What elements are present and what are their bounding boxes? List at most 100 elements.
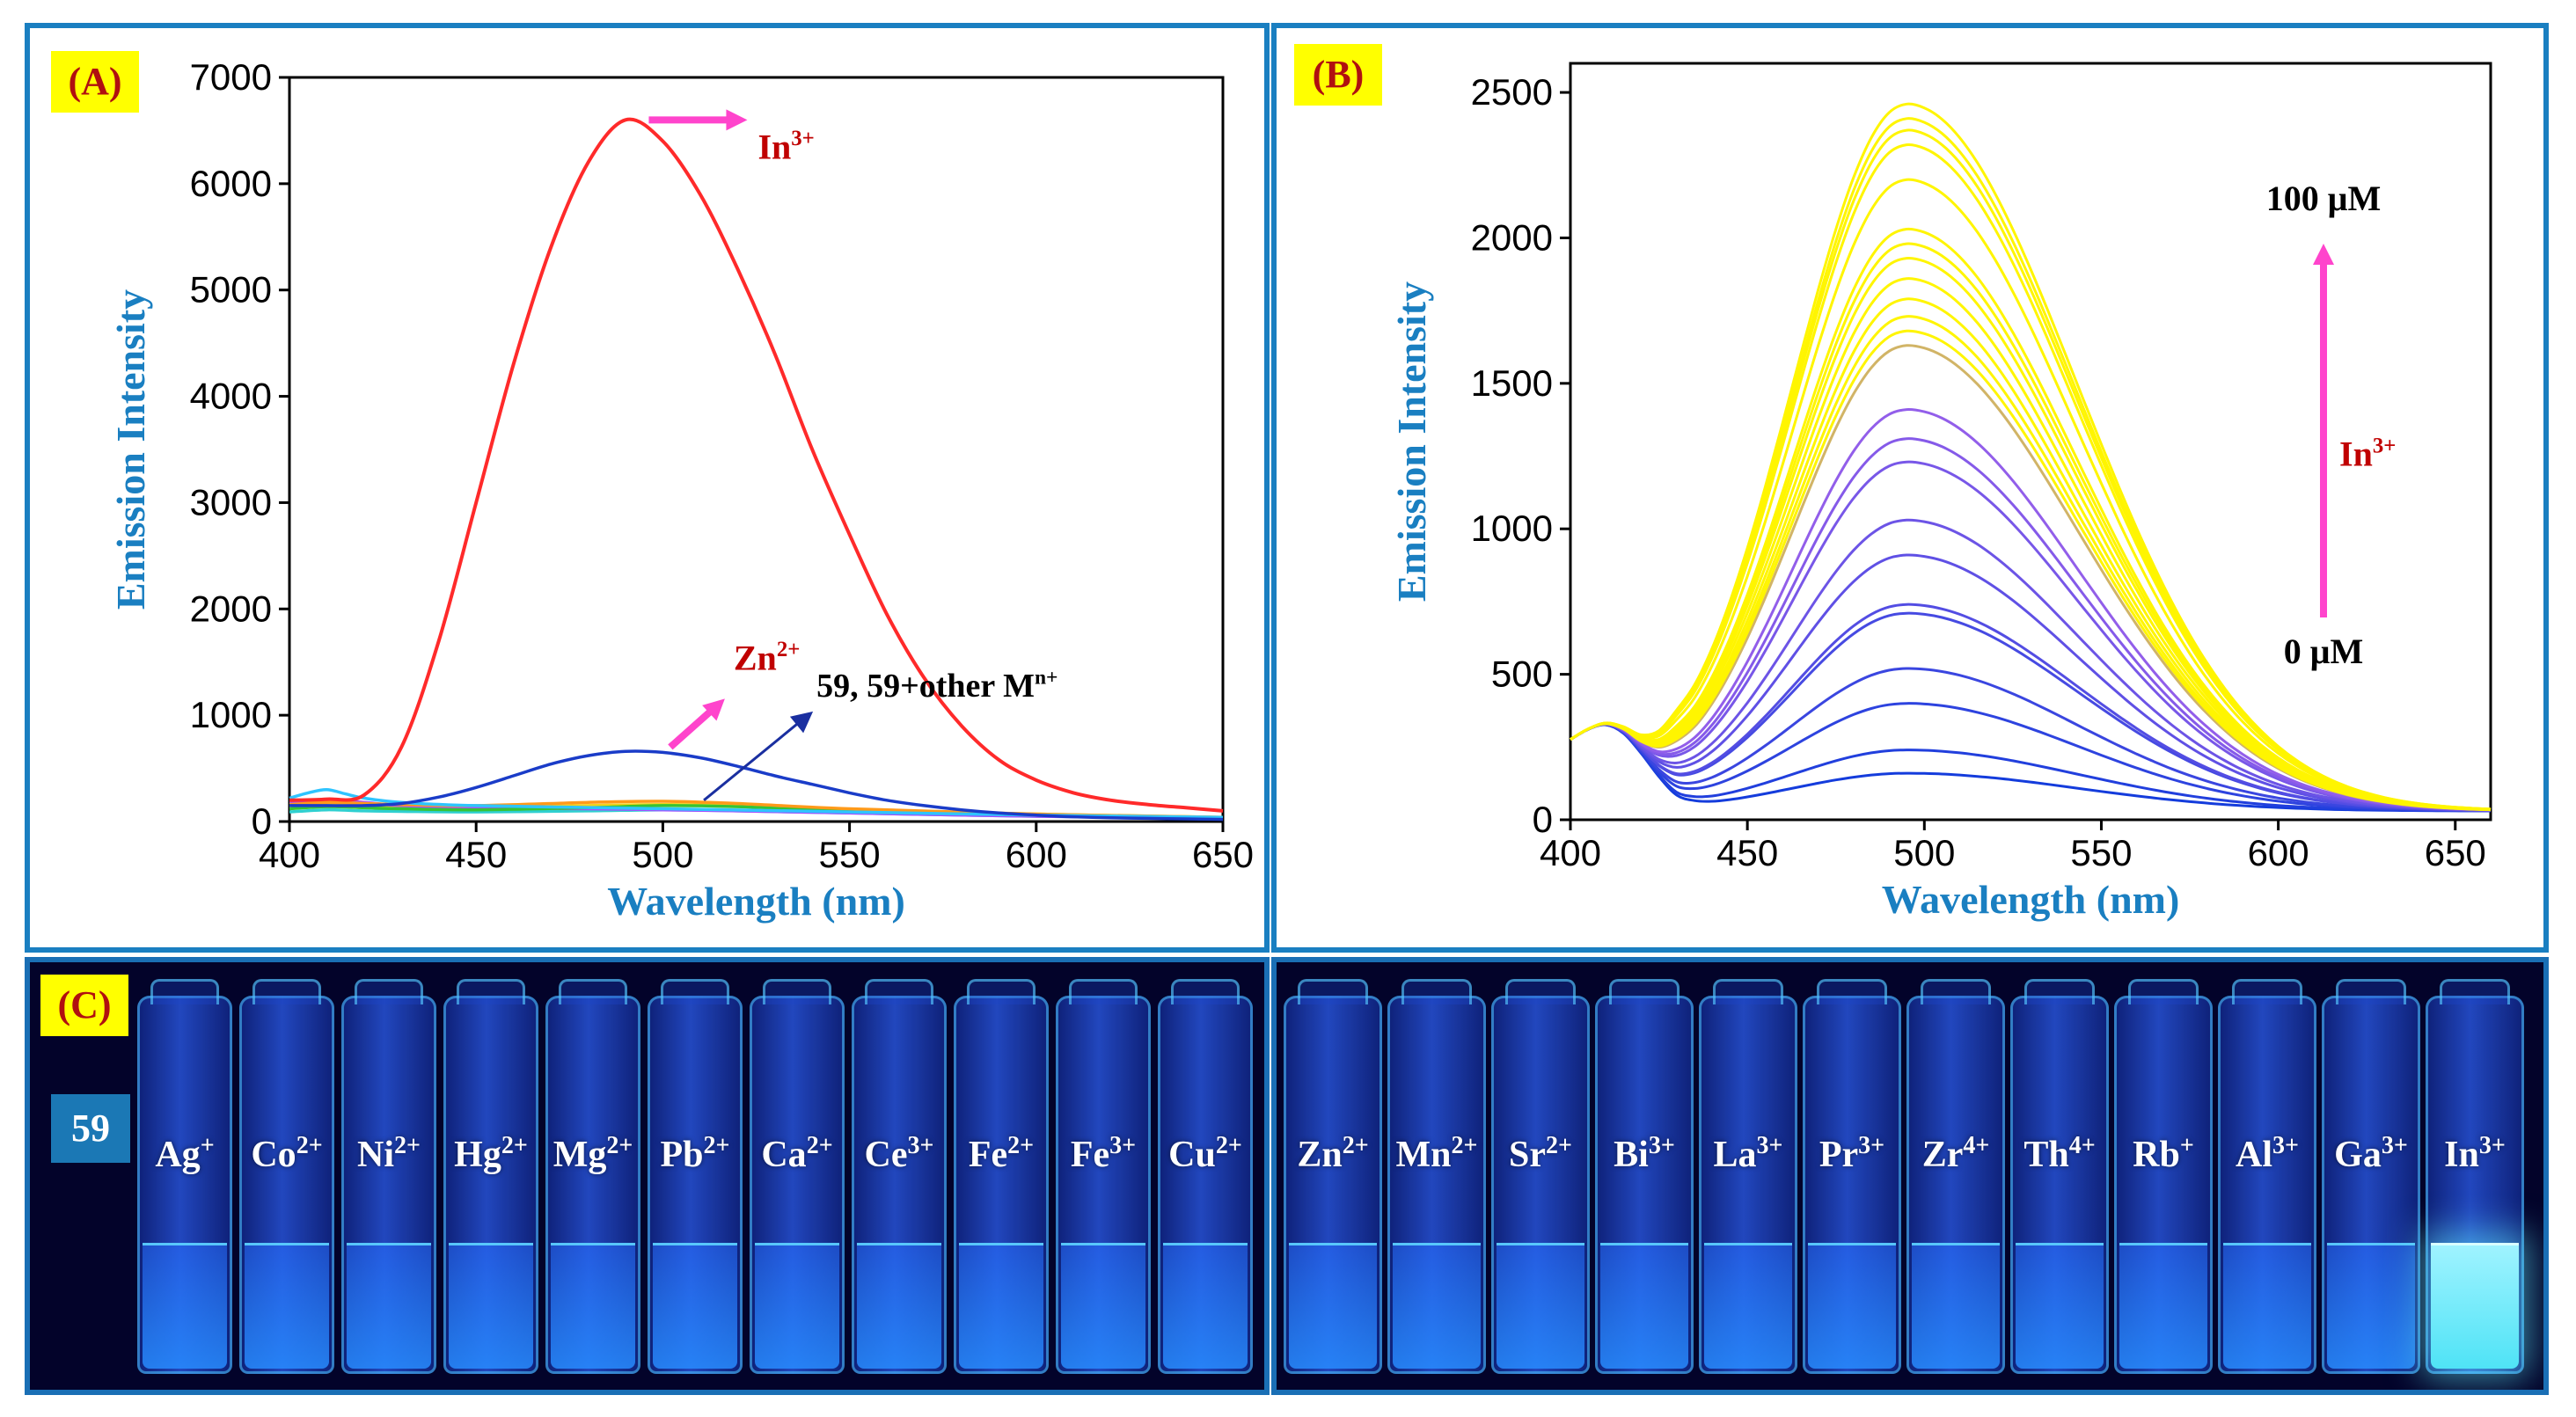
ion-symbol: La xyxy=(1713,1135,1757,1175)
x-tick-label: 600 xyxy=(1006,834,1067,875)
series-line xyxy=(289,117,1224,813)
vial-cap xyxy=(2127,979,2199,1004)
ion-charge: 2+ xyxy=(1546,1132,1572,1159)
ion-symbol: Sr xyxy=(1509,1135,1547,1175)
vial-cap xyxy=(1504,979,1577,1004)
ion-symbol: Bi xyxy=(1614,1135,1649,1175)
ion-annotation: In3+ xyxy=(2339,434,2396,473)
top-concentration-label: 100 μM xyxy=(2266,179,2381,218)
ion-charge: 3+ xyxy=(1858,1132,1885,1159)
vial: Mg2+ xyxy=(545,979,640,1374)
ion-charge: 3+ xyxy=(907,1132,934,1159)
y-tick-label: 0 xyxy=(252,800,272,842)
vial: Zn2+ xyxy=(1284,979,1382,1374)
vial-ion-label: La3+ xyxy=(1701,1132,1795,1176)
concentration-arrowhead xyxy=(2313,244,2334,265)
ion-charge: 3+ xyxy=(2381,1132,2408,1159)
ion-symbol: Rb xyxy=(2133,1135,2180,1175)
vial-cap xyxy=(1920,979,1992,1004)
vial-solution xyxy=(857,1243,941,1369)
vial-solution xyxy=(449,1243,533,1369)
vial-ion-label: Co2+ xyxy=(242,1132,332,1176)
ion-charge: 2+ xyxy=(606,1132,633,1159)
ion-symbol: Ni xyxy=(357,1135,395,1175)
vial-cap xyxy=(2439,979,2511,1004)
titration-curve xyxy=(1570,667,2492,813)
chart-a: 400 450 500 550 600 650 0 1000 2000 3000 4000 5000 6… xyxy=(108,56,1254,924)
vial-ion-label: Ga3+ xyxy=(2324,1132,2418,1176)
vial-cap xyxy=(1401,979,1473,1004)
ion-charge: 2+ xyxy=(501,1132,528,1159)
ion-symbol: Pb xyxy=(660,1135,704,1175)
vial-cap xyxy=(967,979,1036,1004)
vial-cap xyxy=(355,979,423,1004)
titration-curve xyxy=(1570,178,2492,811)
ion-symbol: Al xyxy=(2236,1135,2273,1175)
titration-curve xyxy=(1570,603,2492,812)
x-tick-label: 550 xyxy=(2070,832,2132,873)
ion-charge: + xyxy=(200,1132,215,1159)
vial-solution xyxy=(2016,1243,2104,1369)
ion-symbol: Zn xyxy=(1297,1135,1343,1175)
y-tick-label: 1000 xyxy=(190,694,272,735)
vial-ion-label: Th4+ xyxy=(2013,1132,2106,1176)
zn-arrowhead xyxy=(702,698,725,721)
x-tick-label: 500 xyxy=(1893,832,1955,873)
ion-charge: 2+ xyxy=(1451,1132,1478,1159)
vial-ion-label: Ca2+ xyxy=(752,1132,842,1176)
ion-charge: 3+ xyxy=(2478,1132,2506,1159)
vial-cap xyxy=(2023,979,2096,1004)
y-tick-label: 2000 xyxy=(1471,216,1553,258)
chart-panel-b: (B) 400 450 500 550 600 650 0 500 1000 1500 2000 25… xyxy=(1271,23,2549,953)
vial-solution xyxy=(755,1243,839,1369)
vial-cap xyxy=(457,979,525,1004)
other-annotation: 59, 59+other Mn+ xyxy=(816,666,1057,704)
vial-cap xyxy=(1712,979,1784,1004)
panel-label-a: (A) xyxy=(51,51,139,113)
vial-solution xyxy=(1393,1243,1481,1369)
ion-charge: 2+ xyxy=(1342,1132,1369,1159)
vial: Zr4+ xyxy=(1906,979,2005,1374)
vial: Fe3+ xyxy=(1056,979,1151,1374)
vial: Cu2+ xyxy=(1158,979,1253,1374)
ion-charge: 3+ xyxy=(1648,1132,1675,1159)
ion-charge: 3+ xyxy=(1756,1132,1783,1159)
sample-label: 59 xyxy=(51,1094,130,1163)
vial: Ni2+ xyxy=(341,979,436,1374)
vial-solution xyxy=(1163,1243,1248,1369)
ion-charge: 2+ xyxy=(703,1132,730,1159)
vial-ion-label: Pb2+ xyxy=(650,1132,740,1176)
other-arrowhead xyxy=(789,711,814,734)
ion-symbol: Hg xyxy=(454,1135,501,1175)
vial-cap xyxy=(1608,979,1680,1004)
vial-solution xyxy=(2119,1243,2207,1369)
y-axis-label: Emission Intensity xyxy=(108,289,153,610)
ion-charge: 3+ xyxy=(2272,1132,2299,1159)
vial-cap xyxy=(865,979,933,1004)
vial-ion-label: Al3+ xyxy=(2221,1132,2314,1176)
vial: Ca2+ xyxy=(750,979,845,1374)
vial: Co2+ xyxy=(239,979,334,1374)
vial-ion-label: In3+ xyxy=(2428,1132,2521,1176)
in-arrowhead xyxy=(726,109,748,131)
titration-curve xyxy=(1570,227,2492,811)
vial: Ga3+ xyxy=(2322,979,2420,1374)
ion-symbol: Co xyxy=(251,1135,296,1175)
vial-solution xyxy=(143,1243,227,1369)
vial-ion-label: Cu2+ xyxy=(1160,1132,1250,1176)
series-line xyxy=(289,749,1224,822)
vial-solution xyxy=(2327,1243,2415,1369)
vial: Th4+ xyxy=(2010,979,2109,1374)
panel-label-b: (B) xyxy=(1294,44,1382,106)
chart-b: 400 450 500 550 600 650 0 500 1000 1500 2000 2500 Wa… xyxy=(1389,62,2492,922)
vial-solution xyxy=(1704,1243,1792,1369)
vial-cap xyxy=(252,979,321,1004)
ion-symbol: Zr xyxy=(1921,1135,1964,1175)
ion-charge: 4+ xyxy=(1963,1132,1990,1159)
x-tick-label: 650 xyxy=(2425,832,2486,873)
ion-symbol: Fe xyxy=(968,1135,1008,1175)
x-axis-label: Wavelength (nm) xyxy=(1882,877,2180,922)
vial: La3+ xyxy=(1699,979,1797,1374)
vial-ion-label: Zr4+ xyxy=(1909,1132,2002,1176)
vial: In3+ xyxy=(2426,979,2524,1374)
